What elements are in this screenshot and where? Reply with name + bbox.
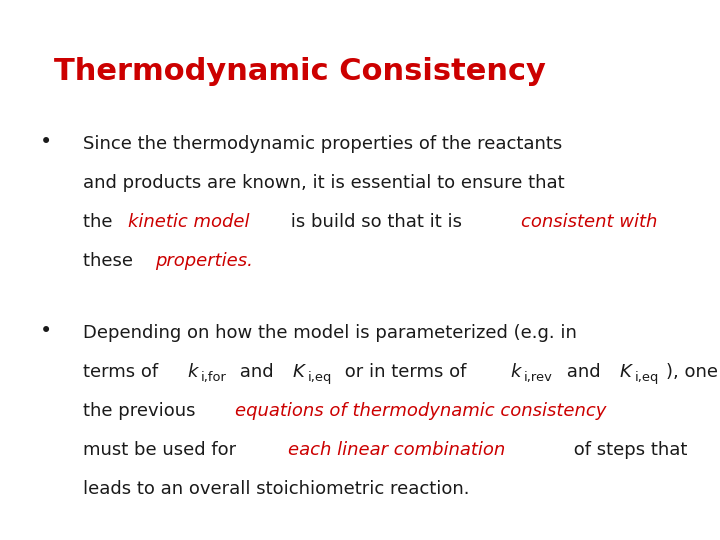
Text: consistent with: consistent with bbox=[521, 213, 657, 231]
Text: and: and bbox=[234, 363, 279, 381]
Text: K: K bbox=[292, 363, 305, 381]
Text: properties.: properties. bbox=[155, 252, 253, 269]
Text: these: these bbox=[83, 252, 138, 269]
Text: and: and bbox=[562, 363, 607, 381]
Text: i,rev: i,rev bbox=[524, 372, 553, 384]
Text: leads to an overall stoichiometric reaction.: leads to an overall stoichiometric react… bbox=[83, 480, 469, 497]
Text: K: K bbox=[620, 363, 631, 381]
Text: kinetic model: kinetic model bbox=[128, 213, 250, 231]
Text: i,eq: i,eq bbox=[307, 372, 332, 384]
Text: is build so that it is: is build so that it is bbox=[285, 213, 468, 231]
Text: terms of: terms of bbox=[83, 363, 163, 381]
Text: must be used for: must be used for bbox=[83, 441, 242, 458]
Text: each linear combination: each linear combination bbox=[288, 441, 505, 458]
Text: k: k bbox=[187, 363, 197, 381]
Text: k: k bbox=[510, 363, 521, 381]
Text: i,eq: i,eq bbox=[635, 372, 660, 384]
Text: the previous: the previous bbox=[83, 402, 201, 420]
Text: ), one of: ), one of bbox=[666, 363, 720, 381]
Text: equations of thermodynamic consistency: equations of thermodynamic consistency bbox=[235, 402, 607, 420]
Text: the: the bbox=[83, 213, 118, 231]
Text: and products are known, it is essential to ensure that: and products are known, it is essential … bbox=[83, 174, 564, 192]
Text: of steps that: of steps that bbox=[568, 441, 688, 458]
Text: or in terms of: or in terms of bbox=[339, 363, 472, 381]
Text: Thermodynamic Consistency: Thermodynamic Consistency bbox=[54, 57, 546, 86]
Text: Depending on how the model is parameterized (e.g. in: Depending on how the model is parameteri… bbox=[83, 324, 577, 342]
Text: •: • bbox=[40, 132, 52, 152]
Text: Since the thermodynamic properties of the reactants: Since the thermodynamic properties of th… bbox=[83, 135, 562, 153]
Text: i,for: i,for bbox=[201, 372, 226, 384]
Text: •: • bbox=[40, 321, 52, 341]
